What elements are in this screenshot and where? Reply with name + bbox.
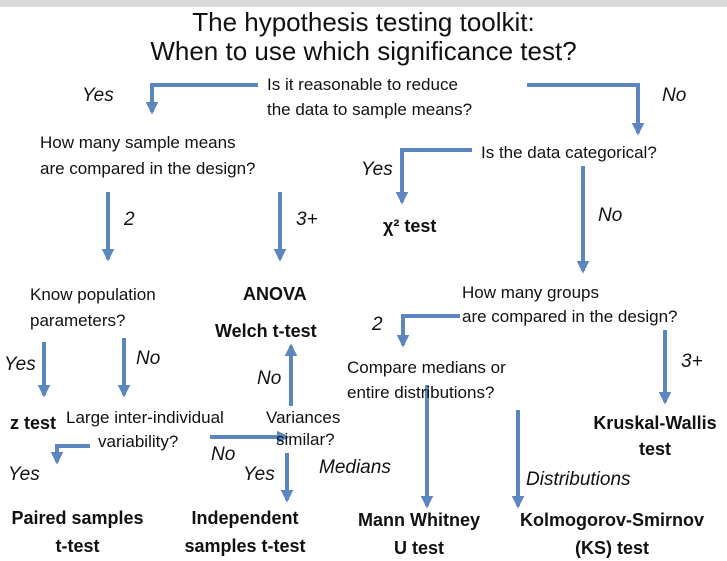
question-medians-or-distributions-line-1: Compare medians or: [347, 358, 506, 377]
result-mann-whitney-line-2: U test: [393, 538, 444, 558]
question-population-params-line-1: Know population: [30, 285, 156, 304]
question-sample-means-line-1: How many sample means: [40, 133, 236, 152]
label-three-plus-q2: 3+: [296, 209, 318, 230]
result-kolmogorov-smirnov-line-2: (KS) test: [574, 538, 649, 558]
arrow-q1-no: [527, 83, 645, 136]
result-z-test: z test: [10, 413, 57, 433]
title-line-2: When to use which significance test?: [150, 36, 577, 66]
label-no-q8: No: [257, 368, 282, 389]
label-medians: Medians: [319, 457, 391, 478]
result-kolmogorov-smirnov-line-1: Kolmogorov-Smirnov: [519, 510, 704, 530]
label-yes-q3: Yes: [361, 159, 393, 180]
question-groups-line-2: are compared in the design?: [462, 307, 678, 326]
label-three-plus-q5: 3+: [681, 351, 703, 372]
result-chi-square: χ² test: [383, 216, 437, 236]
label-two-q5: 2: [372, 314, 383, 335]
question-reduce-means-line-1: Is it reasonable to reduce: [267, 75, 458, 94]
question-population-params-line-2: parameters?: [30, 311, 126, 330]
result-paired-samples-line-1: Paired samples: [11, 508, 144, 528]
label-two-q2: 2: [124, 209, 135, 230]
label-no-q7: No: [211, 444, 236, 465]
arrow-q3-yes: [395, 148, 472, 205]
result-welch: Welch t-test: [215, 321, 317, 341]
label-no-q4: No: [136, 348, 161, 369]
label-no-q1: No: [662, 85, 687, 106]
label-yes-q8: Yes: [243, 464, 275, 485]
question-variability-line-2: variability?: [98, 432, 179, 451]
question-sample-means-line-2: are compared in the design?: [40, 159, 256, 178]
question-reduce-means-line-2: the data to sample means?: [267, 100, 473, 119]
label-yes-q1: Yes: [82, 85, 114, 106]
arrow-q1-yes: [145, 83, 258, 115]
result-mann-whitney-line-1: Mann Whitney: [358, 510, 480, 530]
result-independent-samples-line-2: samples t-test: [184, 536, 306, 556]
label-yes-q7: Yes: [8, 464, 40, 485]
top-band: [0, 0, 727, 7]
arrow-q5-two: [396, 314, 460, 348]
question-categorical: Is the data categorical?: [481, 143, 657, 162]
question-variances-line-2: similar?: [276, 430, 335, 449]
question-variances-line-1: Variances: [266, 408, 341, 427]
result-kruskal-wallis-line-1: Kruskal-Wallis: [593, 413, 717, 433]
label-distributions: Distributions: [526, 469, 631, 490]
result-anova: ANOVA: [243, 284, 307, 304]
result-paired-samples-line-2: t-test: [55, 536, 100, 556]
label-no-q3: No: [598, 205, 623, 226]
result-independent-samples-line-1: Independent: [191, 508, 299, 528]
question-variability-line-1: Large inter-individual: [66, 408, 224, 427]
result-kruskal-wallis-line-2: test: [638, 439, 671, 459]
question-groups-line-1: How many groups: [462, 283, 600, 302]
title-line-1: The hypothesis testing toolkit:: [192, 7, 535, 37]
arrow-q7-yes: [50, 444, 90, 465]
label-yes-q4: Yes: [4, 354, 36, 375]
question-medians-or-distributions-line-2: entire distributions?: [347, 383, 495, 402]
